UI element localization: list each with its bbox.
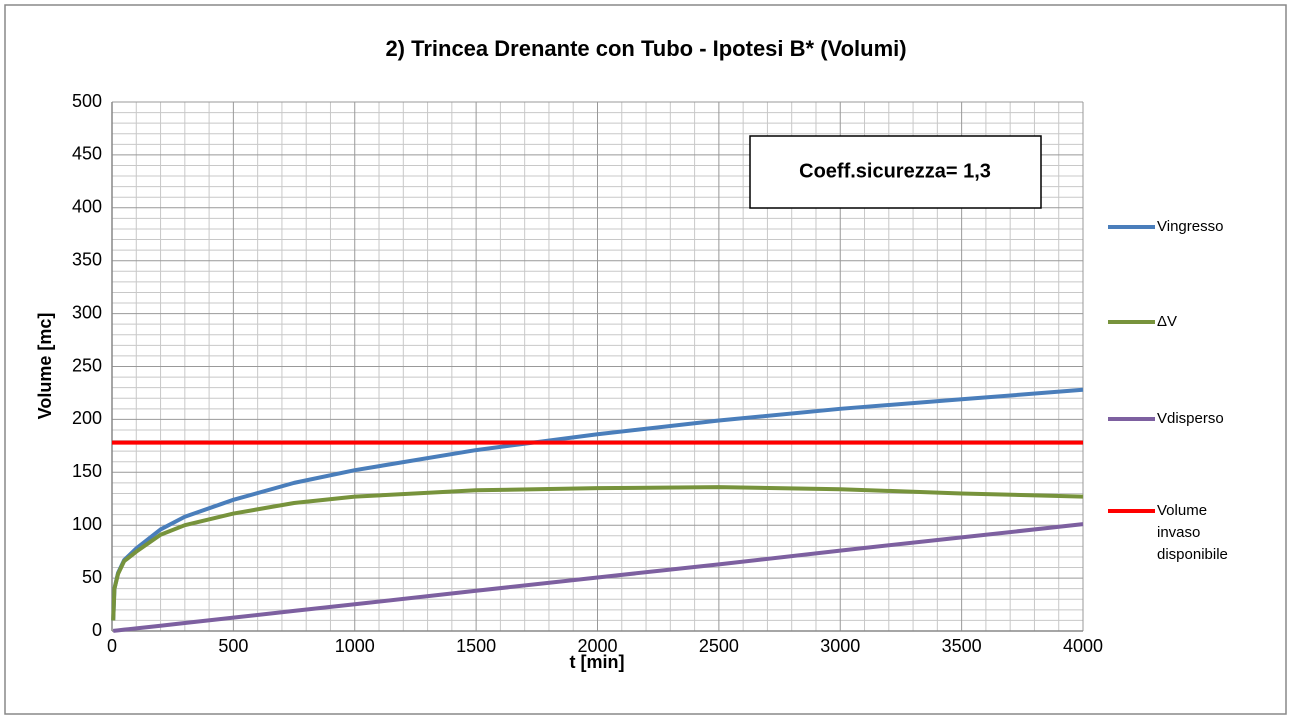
x-tick-label: 4000 [1063, 636, 1103, 656]
y-tick-label: 250 [72, 355, 102, 375]
y-tick-label: 200 [72, 408, 102, 428]
x-tick-label: 3500 [942, 636, 982, 656]
y-tick-label: 300 [72, 302, 102, 322]
annotation-box [749, 135, 1042, 209]
x-tick-label: 500 [218, 636, 248, 656]
y-tick-label: 0 [92, 620, 102, 640]
legend-label: ΔV [1157, 313, 1178, 330]
x-tick-label: 2500 [699, 636, 739, 656]
y-tick-label: 50 [82, 567, 102, 587]
x-tick-label: 1000 [335, 636, 375, 656]
x-tick-label: 1500 [456, 636, 496, 656]
chart-border [4, 4, 1287, 715]
annotation: Coeff.sicurezza= 1,3 [799, 160, 991, 182]
y-axis-label: Volume [mc] [35, 313, 55, 420]
legend-label: Volume invaso disponibile [1157, 502, 1228, 563]
line-series [112, 522, 1084, 633]
x-tick-label: 3000 [820, 636, 860, 656]
y-tick-label: 150 [72, 461, 102, 481]
line-series [111, 485, 1084, 621]
legend-label: Vdisperso [1157, 410, 1224, 427]
x-tick-label: 0 [107, 636, 117, 656]
y-tick-label: 100 [72, 514, 102, 534]
legend-label: Vingresso [1157, 218, 1224, 235]
y-tick-label: 450 [72, 144, 102, 164]
chart-title: 2) Trincea Drenante con Tubo - Ipotesi B… [385, 36, 906, 61]
x-axis-label: t [min] [570, 652, 625, 672]
y-tick-label: 500 [72, 91, 102, 111]
x-tick-label: 2000 [577, 636, 617, 656]
y-tick-label: 400 [72, 197, 102, 217]
y-tick-label: 350 [72, 249, 102, 269]
